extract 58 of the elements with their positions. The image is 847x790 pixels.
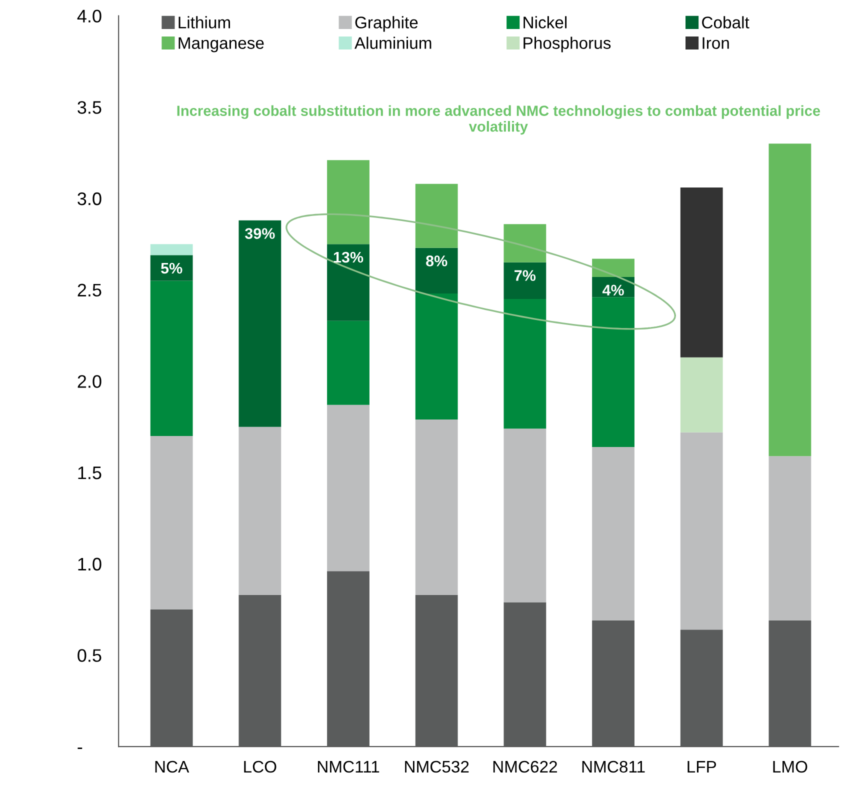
bar [504,428,546,602]
bar [680,357,723,432]
y-tick-label: 0.5 [78,649,102,662]
annotation: 4% [602,284,624,296]
bar [680,432,723,630]
x-tick-label: LCO [244,760,276,773]
bar [150,436,193,610]
legend-label: Phosphorus [524,36,611,52]
legend-label: Aluminium [354,36,432,49]
y-tick-label: 4.0 [77,10,102,23]
legend-label: Iron [702,37,729,49]
x-tick-label: NMC811 [582,760,645,773]
bar [150,280,193,436]
x-tick-label: NCA [155,760,190,773]
bar [327,160,370,244]
bar [504,298,546,429]
bar [327,244,370,321]
bar [415,420,458,595]
bar [238,426,282,595]
x-tick-label: LFP [688,761,716,773]
legend-label: Cobalt [702,16,750,28]
bar [415,184,458,248]
bar [504,262,546,299]
y-tick-label: - [78,748,82,749]
x-tick-label: NMC622 [493,760,557,773]
x-tick-label: LMO [773,760,808,773]
bar [150,255,193,281]
bar [592,258,634,278]
legend-label: Lithium [178,16,230,28]
legend-label: Nickel [524,16,567,28]
annotation: Increasing cobalt substitution in more advanced NMC technologies to combat potential price volatility [177,105,820,135]
bar [238,220,282,427]
bar [592,446,634,620]
bar [680,188,723,358]
annotation: 5% [161,262,182,274]
bar [415,293,458,420]
bar [327,320,370,405]
bar [327,404,370,572]
bar [768,456,812,620]
x-tick-label: NMC111 [318,760,380,773]
bar [504,224,546,262]
x-tick-label: NMC532 [405,760,469,773]
y-tick-label: 2.5 [78,284,102,297]
y-tick-label: 1.5 [78,466,102,480]
y-tick-label: 3.5 [78,101,102,114]
bar [592,297,634,447]
legend-label: Manganese [178,37,264,52]
bar [150,244,193,256]
annotation: 8% [426,256,448,266]
legend-label: Graphite [355,16,418,32]
annotation: 13% [334,252,364,263]
y-tick-label: 2.0 [78,375,102,388]
annotation: 7% [514,270,536,281]
y-tick-label: 1.0 [78,558,102,571]
bar [415,248,458,294]
annotation: 39% [244,228,275,239]
y-tick-label: 3.0 [78,192,102,206]
bar [768,144,812,456]
